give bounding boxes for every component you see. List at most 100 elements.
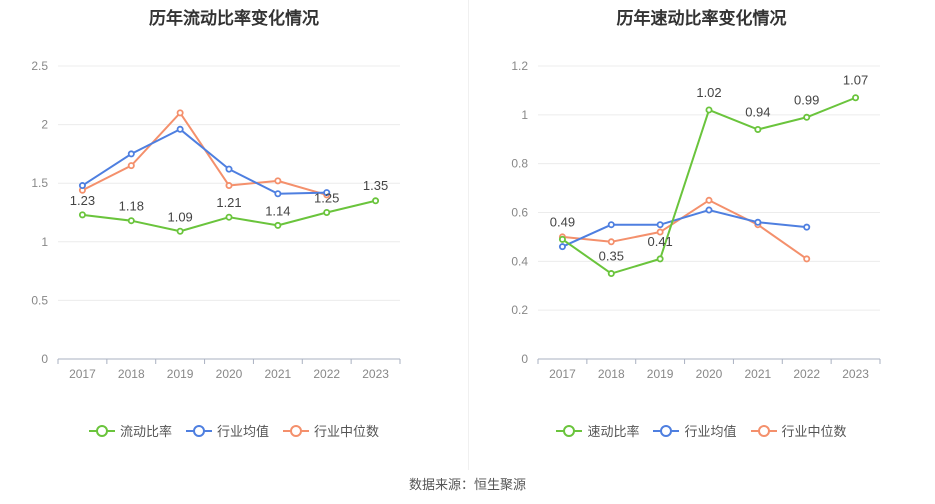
legend-label: 行业均值 (684, 424, 737, 439)
y-tick-label: 2.5 (31, 59, 48, 73)
x-tick-label: 2020 (216, 367, 243, 381)
data-point (803, 223, 811, 231)
legend-line-marker-icon (283, 424, 309, 437)
legend-line-marker-icon (88, 424, 115, 437)
data-point (656, 228, 664, 236)
data-point (754, 125, 762, 133)
y-tick-label: 0.5 (31, 293, 48, 307)
panel-divider (468, 0, 469, 470)
series-line (81, 128, 327, 195)
data-label: 1.21 (216, 195, 241, 210)
x-tick-label: 2018 (598, 367, 625, 381)
data-label: 0.41 (647, 234, 672, 249)
y-tick-label: 1.2 (511, 59, 528, 73)
legend-item[interactable]: 行业均值 (653, 421, 737, 440)
data-point (803, 255, 811, 263)
legend-item[interactable]: 速动比率 (556, 421, 639, 440)
x-tick-label: 2023 (842, 367, 869, 381)
legend-line-marker-icon (185, 424, 212, 437)
legend-item[interactable]: 流动比率 (88, 421, 172, 440)
data-label: 1.25 (314, 191, 339, 206)
data-label: 1.02 (696, 85, 721, 100)
data-point (274, 221, 282, 229)
x-tick-label: 2021 (265, 367, 292, 381)
y-tick-label: 2 (41, 118, 48, 132)
legend-line-marker-icon (653, 424, 680, 437)
x-tick-label: 2018 (118, 367, 145, 381)
data-point (607, 221, 615, 229)
x-tick-label: 2022 (313, 367, 340, 381)
legend-label: 行业中位数 (781, 424, 847, 439)
data-point (274, 177, 282, 185)
data-point (176, 125, 184, 133)
legend-item[interactable]: 行业中位数 (283, 421, 379, 440)
legend-item[interactable]: 行业均值 (185, 421, 269, 440)
y-tick-label: 1.5 (31, 176, 48, 190)
legend-line-marker-icon (750, 424, 777, 437)
data-point (127, 150, 135, 158)
y-tick-label: 0 (41, 352, 48, 366)
data-point (754, 218, 762, 226)
x-tick-label: 2017 (549, 367, 576, 381)
data-label: 0.99 (794, 92, 819, 107)
data-point (225, 165, 233, 173)
data-label: 0.35 (599, 249, 624, 264)
quick-ratio-chart-panel: 历年速动比率变化情况 0 0.2 0.4 0.6 0.8 1 1.2 2017 2018 2019… (468, 0, 935, 470)
data-source-note: 数据来源：恒生聚源 (408, 477, 526, 492)
current-ratio-chart-panel: 历年流动比率变化情况 0 0.5 1 1.5 2 2.5 2017 2018 2019 2020 2… (0, 0, 468, 470)
chart-title: 历年速动比率变化情况 (616, 9, 787, 28)
x-tick-label: 2021 (745, 367, 772, 381)
x-tick-label: 2023 (362, 367, 389, 381)
series-line (562, 199, 808, 260)
data-point (656, 255, 664, 263)
legend-label: 行业均值 (216, 424, 269, 439)
legend-line-marker-icon (556, 424, 583, 437)
current-ratio-plot: 0 0.5 1 1.5 2 2.5 2017 2018 2019 2020 2021 2022 2023… (31, 59, 401, 381)
quick-ratio-plot: 0 0.2 0.4 0.6 0.8 1 1.2 2017 2018 2019 2020 2021 202… (511, 59, 881, 381)
data-point (78, 182, 86, 190)
data-point (225, 213, 233, 221)
series-line (81, 111, 327, 196)
data-label: 1.09 (167, 209, 192, 224)
data-point (803, 113, 811, 121)
legend-item[interactable]: 行业中位数 (750, 421, 847, 440)
data-point (176, 109, 184, 117)
data-point (225, 182, 233, 190)
data-point (705, 196, 713, 204)
y-tick-label: 0.8 (511, 157, 528, 171)
data-point (372, 197, 380, 205)
legend-label: 速动比率 (587, 424, 640, 439)
data-point (705, 206, 713, 214)
legend-label: 行业中位数 (314, 424, 380, 439)
data-point (607, 270, 615, 278)
data-point (274, 190, 282, 198)
data-label: 1.07 (843, 73, 868, 88)
data-point (323, 189, 331, 197)
x-tick-label: 2019 (167, 367, 194, 381)
y-tick-label: 1 (41, 235, 48, 249)
y-tick-label: 0.6 (511, 206, 528, 220)
chart-title: 历年流动比率变化情况 (149, 9, 319, 28)
y-tick-label: 0.4 (511, 254, 528, 268)
y-tick-label: 1 (521, 108, 528, 122)
data-label: 1.14 (265, 203, 290, 218)
data-point (852, 94, 860, 102)
data-point (607, 238, 615, 246)
x-tick-label: 2019 (647, 367, 674, 381)
chart-legend: 流动比率 行业均值 行业中位数 (0, 421, 468, 440)
data-label: 1.18 (119, 199, 144, 214)
chart-legend: 速动比率 行业均值 行业中位数 (468, 421, 935, 440)
data-point (127, 217, 135, 225)
x-tick-label: 2022 (793, 367, 820, 381)
data-point (705, 106, 713, 114)
data-label: 0.49 (550, 214, 575, 229)
x-tick-label: 2020 (696, 367, 723, 381)
legend-label: 流动比率 (119, 424, 172, 439)
x-tick-label: 2017 (69, 367, 96, 381)
series-line (562, 209, 807, 248)
data-point (176, 227, 184, 235)
data-label: 1.35 (363, 178, 388, 193)
data-label: 0.94 (745, 104, 770, 119)
data-point (127, 162, 135, 170)
data-point (656, 221, 664, 229)
